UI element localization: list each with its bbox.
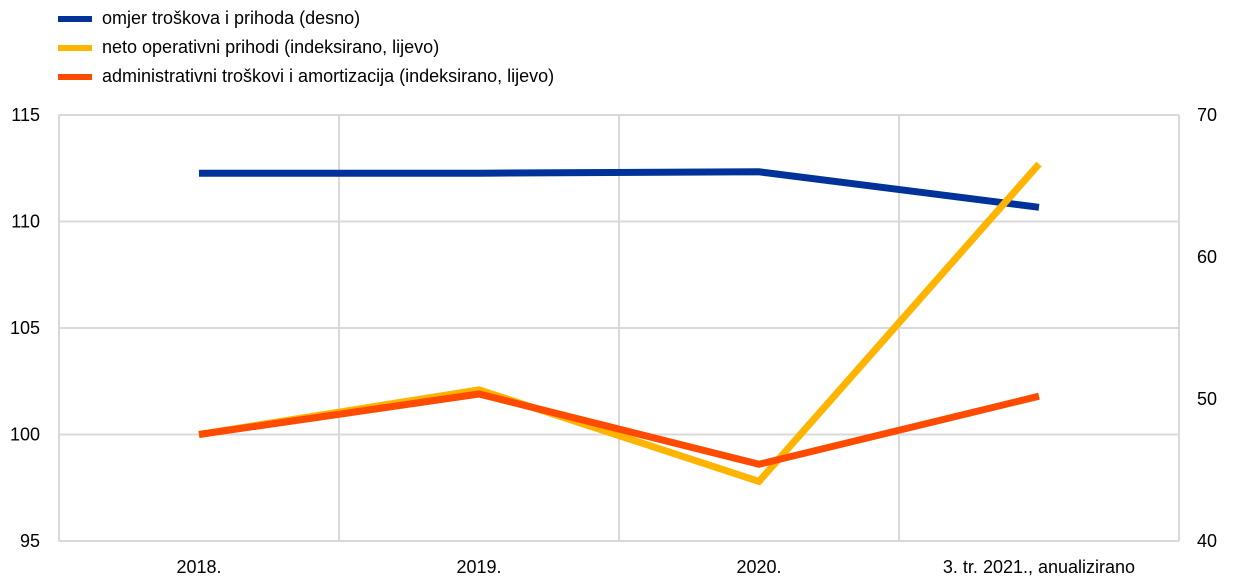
legend-label: neto operativni prihodi (indeksirano, li… (102, 37, 440, 57)
legend-item-net-operating-income: neto operativni prihodi (indeksirano, li… (58, 33, 554, 62)
y-left-tick-label: 105 (10, 318, 40, 338)
x-tick-label: 2020. (736, 557, 781, 577)
y-right-tick-label: 40 (1197, 531, 1217, 551)
legend-label: omjer troškova i prihoda (desno) (102, 8, 361, 28)
y-right-tick-label: 70 (1197, 105, 1217, 125)
legend-item-admin-costs: administrativni troškovi i amortizacija … (58, 62, 554, 91)
y-left-tick-label: 100 (10, 425, 40, 445)
legend-label: administrativni troškovi i amortizacija … (102, 66, 555, 86)
y-left-tick-label: 115 (11, 105, 40, 125)
y-left-tick-label: 110 (11, 212, 40, 232)
legend-swatch (58, 44, 92, 51)
legend-item-cost-income-ratio: omjer troškova i prihoda (desno) (58, 4, 554, 33)
y-right-tick-label: 60 (1197, 247, 1217, 267)
series-line-0 (199, 168, 1040, 211)
legend-swatch (58, 73, 92, 80)
y-right-tick-label: 50 (1197, 389, 1217, 409)
y-left-tick-label: 95 (20, 531, 40, 551)
x-tick-label: 3. tr. 2021., anualizirano (943, 557, 1135, 577)
legend-swatch (58, 15, 92, 22)
x-tick-label: 2018. (176, 557, 221, 577)
series-line-2 (198, 390, 1040, 468)
x-tick-label: 2019. (456, 557, 501, 577)
legend: omjer troškova i prihoda (desno) neto op… (58, 4, 554, 91)
